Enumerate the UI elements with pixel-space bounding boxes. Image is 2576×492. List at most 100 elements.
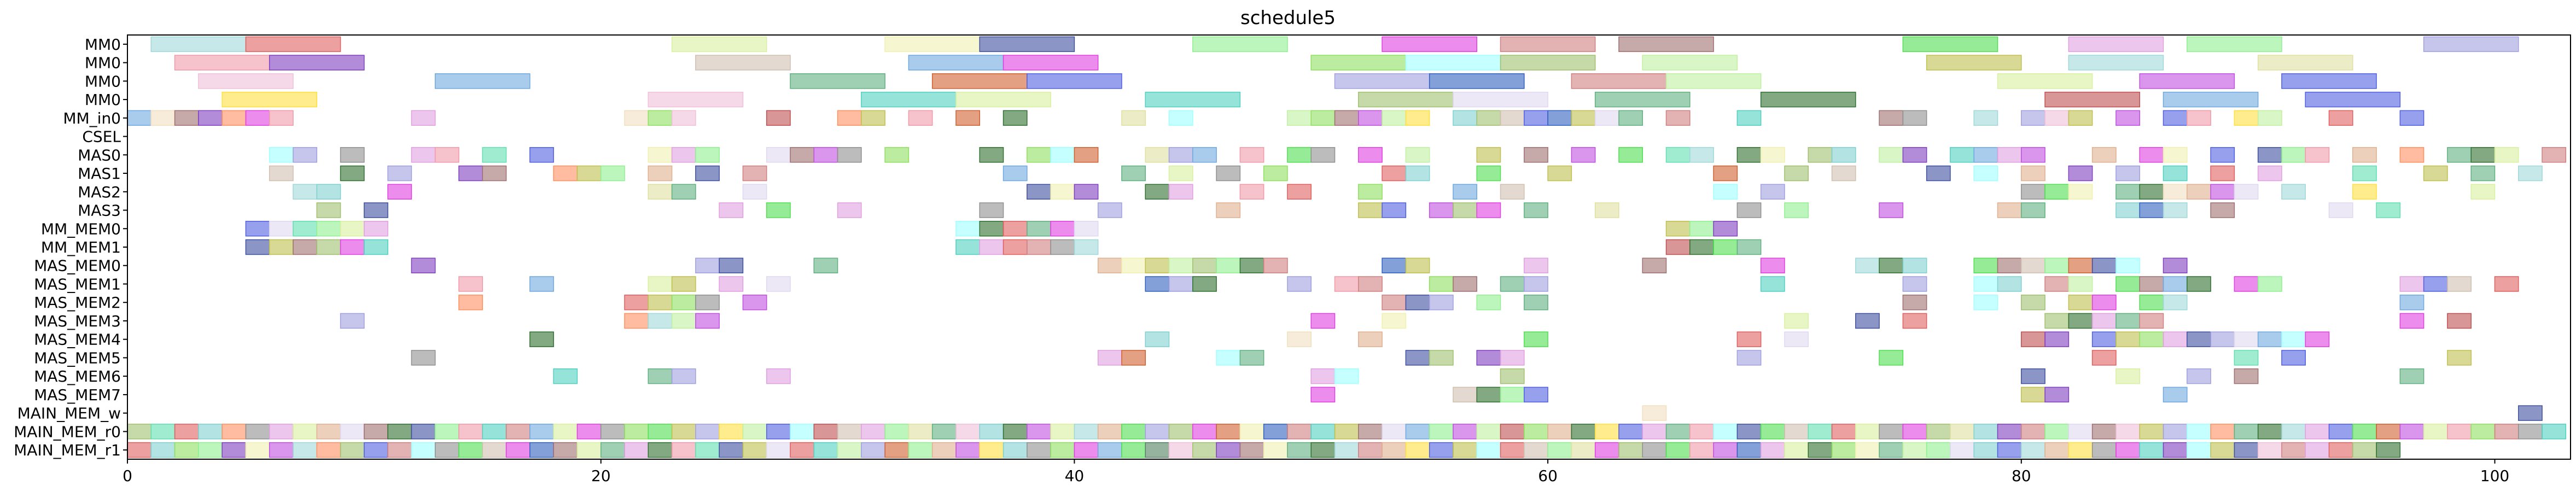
task-bar [2115, 184, 2140, 200]
task-bar [2115, 165, 2140, 181]
task-bar [2257, 276, 2282, 292]
task-bar [2139, 184, 2164, 200]
task-bar [2257, 55, 2353, 71]
task-bar [1310, 424, 1336, 440]
task-bar [127, 110, 152, 126]
task-bar [671, 147, 696, 163]
task-bar [884, 442, 910, 458]
task-bar [174, 442, 199, 458]
task-bar [2187, 110, 2211, 126]
task-bar [1405, 165, 1430, 181]
task-bar [482, 442, 507, 458]
task-bar [2021, 184, 2045, 200]
task-bar [1097, 350, 1122, 366]
task-bar [2470, 424, 2496, 440]
task-bar [1074, 424, 1099, 440]
y-tick-label: MAS_MEM3 [34, 312, 121, 330]
task-bar [293, 221, 318, 237]
task-bar [1358, 184, 1383, 200]
task-bar [2210, 331, 2235, 347]
task-bar [1665, 424, 1691, 440]
task-bar [2234, 110, 2259, 126]
task-bar [766, 276, 791, 292]
task-bar [671, 442, 696, 458]
task-bar [1736, 331, 1762, 347]
task-bar [316, 442, 341, 458]
task-bar [2068, 294, 2093, 311]
task-bar [2091, 147, 2117, 163]
task-bar [766, 368, 791, 384]
task-bar [742, 165, 767, 181]
task-bar [1524, 147, 1548, 163]
task-bar [742, 184, 767, 200]
task-bar [174, 55, 270, 71]
task-bar [2234, 424, 2259, 440]
task-bar [1642, 55, 1738, 71]
task-bar [671, 368, 696, 384]
task-bar [2234, 276, 2259, 292]
task-bar [1050, 221, 1075, 237]
task-bar [671, 276, 696, 292]
task-bar [1665, 73, 1762, 89]
task-bar [1287, 442, 1312, 458]
task-bar [127, 424, 152, 440]
task-bar [1618, 110, 1643, 126]
task-bar [1239, 350, 1264, 366]
task-bar [340, 424, 365, 440]
task-bar [2234, 442, 2259, 458]
task-bar [364, 424, 388, 440]
task-bar [1973, 257, 1998, 273]
task-bar [695, 257, 720, 273]
task-bar [671, 313, 696, 329]
task-bar [719, 424, 744, 440]
y-tick-label: MAIN_MEM_r0 [14, 423, 121, 441]
task-bar [316, 202, 341, 218]
task-bar [2115, 331, 2140, 347]
task-bar [150, 36, 247, 52]
task-bar [2328, 202, 2353, 218]
task-bar [2021, 368, 2045, 384]
task-bar [2257, 165, 2282, 181]
task-bar [955, 442, 981, 458]
task-bar [2542, 424, 2567, 440]
task-bar [790, 147, 815, 163]
task-bar [2257, 331, 2282, 347]
task-bar [2021, 110, 2045, 126]
task-bar [2328, 442, 2353, 458]
task-bar [198, 442, 223, 458]
task-bar [1168, 424, 1193, 440]
plot-frame [127, 34, 2571, 460]
task-bar [269, 424, 294, 440]
task-bar [1003, 239, 1028, 255]
task-bar [1642, 442, 1667, 458]
task-bar [245, 110, 270, 126]
task-bar [790, 442, 815, 458]
task-bar [576, 442, 602, 458]
task-bar [1571, 147, 1596, 163]
task-bar [648, 147, 673, 163]
task-bar [1808, 442, 1833, 458]
task-bar [1097, 442, 1122, 458]
task-bar [1902, 147, 1927, 163]
task-bar [340, 442, 365, 458]
task-bar [1192, 276, 1217, 292]
task-bar [1239, 147, 1264, 163]
task-bar [648, 313, 673, 329]
task-bar [1665, 110, 1691, 126]
task-bar [411, 350, 436, 366]
task-bar [1618, 424, 1643, 440]
task-bar [1050, 147, 1075, 163]
task-bar [1902, 442, 1927, 458]
task-bar [908, 110, 933, 126]
task-bar [2091, 257, 2117, 273]
task-bar [2044, 276, 2070, 292]
task-bar [1665, 239, 1691, 255]
task-bar [2447, 276, 2472, 292]
task-bar [2423, 36, 2519, 52]
task-bar [1476, 147, 1501, 163]
task-bar [2376, 424, 2401, 440]
task-bar [1902, 110, 1927, 126]
task-bar [1429, 442, 1454, 458]
task-bar [1524, 442, 1548, 458]
